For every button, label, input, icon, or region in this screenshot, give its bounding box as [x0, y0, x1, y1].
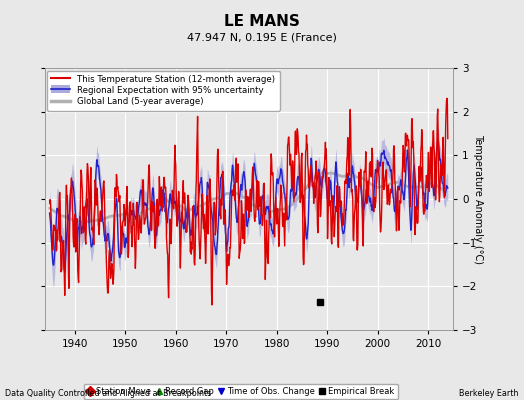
- Y-axis label: Temperature Anomaly (°C): Temperature Anomaly (°C): [473, 134, 483, 264]
- Text: 47.947 N, 0.195 E (France): 47.947 N, 0.195 E (France): [187, 33, 337, 43]
- Text: LE MANS: LE MANS: [224, 14, 300, 29]
- Text: Data Quality Controlled and Aligned at Breakpoints: Data Quality Controlled and Aligned at B…: [5, 389, 212, 398]
- Text: Berkeley Earth: Berkeley Earth: [460, 389, 519, 398]
- Legend: Station Move, Record Gap, Time of Obs. Change, Empirical Break: Station Move, Record Gap, Time of Obs. C…: [84, 384, 398, 399]
